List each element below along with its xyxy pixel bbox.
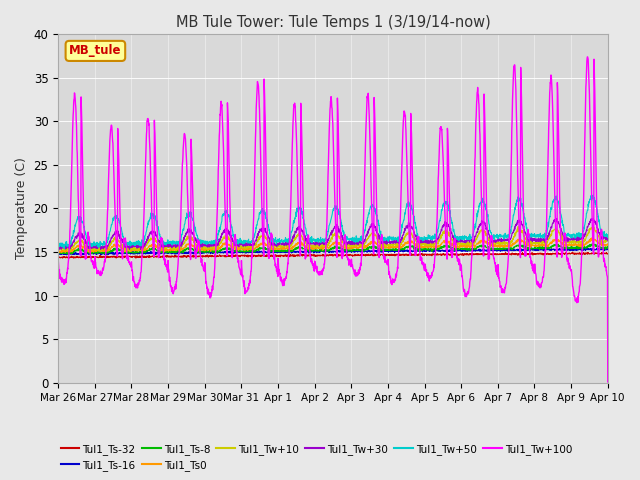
Tul1_Ts-32 <box>569 249 577 255</box>
Tul1_Ts-16 <box>493 247 500 252</box>
Tul1_Ts-8 <box>493 247 500 252</box>
Tul1_Tw+30 <box>556 222 563 228</box>
Tul1_Tw+10 <box>556 230 563 236</box>
Tul1_Ts0 <box>86 250 94 256</box>
Tul1_Ts-8 <box>604 244 612 250</box>
Tul1_Tw+30 <box>493 239 500 245</box>
Tul1_Ts-8 <box>64 252 72 257</box>
Text: MB_tule: MB_tule <box>69 45 122 58</box>
Tul1_Tw+100 <box>556 161 563 167</box>
Tul1_Ts-32 <box>493 252 500 257</box>
Line: Tul1_Ts0: Tul1_Ts0 <box>58 238 608 253</box>
Tul1_Ts-16 <box>361 248 369 254</box>
Line: Tul1_Tw+30: Tul1_Tw+30 <box>58 218 608 250</box>
Tul1_Ts-16 <box>54 249 62 255</box>
Tul1_Tw+50 <box>493 231 500 237</box>
Tul1_Ts0 <box>208 246 216 252</box>
Tul1_Tw+10 <box>571 239 579 245</box>
Tul1_Ts-32 <box>556 251 563 257</box>
Tul1_Ts0 <box>556 238 563 244</box>
Tul1_Ts0 <box>604 241 612 247</box>
Tul1_Tw+100 <box>571 293 579 299</box>
Tul1_Ts0 <box>493 243 500 249</box>
Tul1_Tw+10 <box>121 249 129 254</box>
Tul1_Tw+50 <box>571 231 579 237</box>
Tul1_Ts-16 <box>601 245 609 251</box>
Tul1_Tw+30 <box>589 216 597 221</box>
Line: Tul1_Tw+10: Tul1_Tw+10 <box>58 227 608 252</box>
Tul1_Tw+30 <box>54 246 62 252</box>
Tul1_Tw+50 <box>61 246 68 252</box>
Line: Tul1_Tw+100: Tul1_Tw+100 <box>58 57 608 382</box>
Tul1_Tw+100 <box>207 290 215 296</box>
Tul1_Tw+10 <box>349 243 356 249</box>
Tul1_Ts-8 <box>361 247 369 253</box>
Tul1_Tw+30 <box>55 247 63 252</box>
Tul1_Tw+50 <box>208 240 216 246</box>
Tul1_Tw+30 <box>571 235 579 241</box>
Tul1_Tw+30 <box>604 238 612 244</box>
Tul1_Ts-16 <box>556 247 563 253</box>
Tul1_Ts0 <box>349 245 356 251</box>
Tul1_Tw+10 <box>54 246 62 252</box>
Tul1_Ts-8 <box>556 243 563 249</box>
Tul1_Tw+10 <box>361 240 369 246</box>
Tul1_Tw+100 <box>361 174 369 180</box>
Tul1_Ts-32 <box>88 255 95 261</box>
Tul1_Ts-8 <box>349 246 356 252</box>
Line: Tul1_Ts-16: Tul1_Ts-16 <box>58 248 608 255</box>
Tul1_Ts-32 <box>604 251 612 256</box>
Tul1_Tw+10 <box>493 240 500 246</box>
Tul1_Ts-8 <box>208 248 216 254</box>
Tul1_Ts-16 <box>63 252 70 258</box>
Tul1_Tw+100 <box>584 54 591 60</box>
Tul1_Tw+10 <box>604 238 612 244</box>
Tul1_Ts-16 <box>208 250 216 255</box>
Line: Tul1_Ts-8: Tul1_Ts-8 <box>58 244 608 254</box>
Tul1_Ts-32 <box>349 252 356 258</box>
Tul1_Tw+100 <box>54 255 62 261</box>
Tul1_Tw+50 <box>604 232 612 238</box>
Line: Tul1_Ts-32: Tul1_Ts-32 <box>58 252 608 258</box>
Tul1_Tw+100 <box>604 379 612 385</box>
Tul1_Tw+50 <box>556 205 563 211</box>
Tul1_Tw+50 <box>589 192 597 198</box>
Tul1_Tw+30 <box>208 240 216 246</box>
Tul1_Tw+100 <box>493 269 500 275</box>
Tul1_Tw+100 <box>349 264 356 270</box>
Tul1_Ts0 <box>588 235 595 241</box>
Tul1_Ts0 <box>361 244 369 250</box>
Tul1_Ts-16 <box>349 249 356 254</box>
Tul1_Ts-32 <box>571 252 579 257</box>
Tul1_Ts-32 <box>361 252 369 258</box>
Legend: Tul1_Ts-32, Tul1_Ts-16, Tul1_Ts-8, Tul1_Ts0, Tul1_Tw+10, Tul1_Tw+30, Tul1_Tw+50,: Tul1_Ts-32, Tul1_Ts-16, Tul1_Ts-8, Tul1_… <box>56 439 577 475</box>
Tul1_Ts-32 <box>208 254 216 260</box>
Tul1_Ts-8 <box>54 250 62 256</box>
Tul1_Ts-8 <box>516 241 524 247</box>
Tul1_Tw+30 <box>361 237 369 243</box>
Tul1_Tw+10 <box>515 224 522 229</box>
Tul1_Ts0 <box>571 242 579 248</box>
Tul1_Tw+10 <box>208 244 216 250</box>
Line: Tul1_Tw+50: Tul1_Tw+50 <box>58 195 608 249</box>
Tul1_Ts0 <box>54 248 62 254</box>
Tul1_Ts-16 <box>571 246 579 252</box>
Tul1_Ts-32 <box>54 255 62 261</box>
Tul1_Tw+50 <box>361 227 369 233</box>
Tul1_Tw+50 <box>349 238 356 243</box>
Tul1_Ts-8 <box>571 246 579 252</box>
Tul1_Tw+30 <box>349 240 356 246</box>
Y-axis label: Temperature (C): Temperature (C) <box>15 157 28 259</box>
Tul1_Tw+50 <box>54 244 62 250</box>
Tul1_Ts-16 <box>604 246 612 252</box>
Title: MB Tule Tower: Tule Temps 1 (3/19/14-now): MB Tule Tower: Tule Temps 1 (3/19/14-now… <box>175 15 490 30</box>
